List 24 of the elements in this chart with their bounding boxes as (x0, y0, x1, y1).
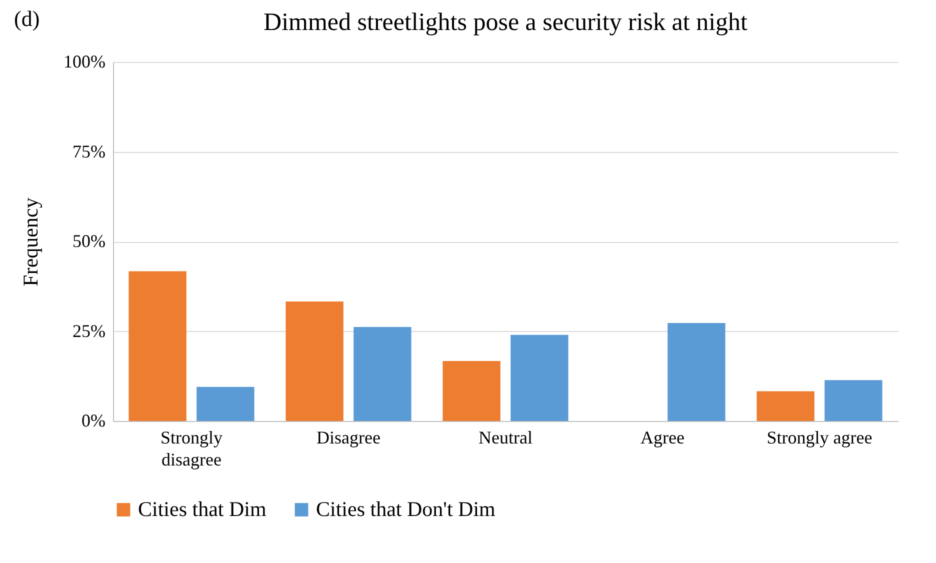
x-tick-label: Disagree (316, 428, 380, 448)
chart-title: Dimmed streetlights pose a security risk at night (264, 9, 748, 36)
bar (668, 322, 726, 421)
x-tick-label: Strongly disagree (160, 428, 223, 470)
x-tick-label: Strongly agree (766, 428, 872, 448)
bar (196, 386, 254, 421)
bar (442, 361, 500, 421)
bar (128, 271, 186, 421)
bar (510, 334, 568, 421)
text: (d) (14, 6, 40, 32)
legend-label: Cities that Don't Dim (316, 496, 496, 521)
bar (286, 301, 344, 421)
x-tick-label: Agree (640, 428, 684, 448)
y-tick-label: 25% (72, 320, 106, 341)
bar (354, 326, 412, 421)
legend-label: Cities that Dim (138, 496, 266, 521)
bar (756, 391, 814, 421)
x-tick-label: Neutral (478, 428, 532, 448)
y-tick-label: 0% (82, 410, 106, 430)
y-tick-label: 100% (64, 52, 106, 72)
bar (824, 380, 882, 421)
y-axis-title: Frequency (18, 197, 43, 286)
y-tick-label: 75% (72, 141, 106, 162)
y-tick-label: 50% (72, 231, 106, 251)
